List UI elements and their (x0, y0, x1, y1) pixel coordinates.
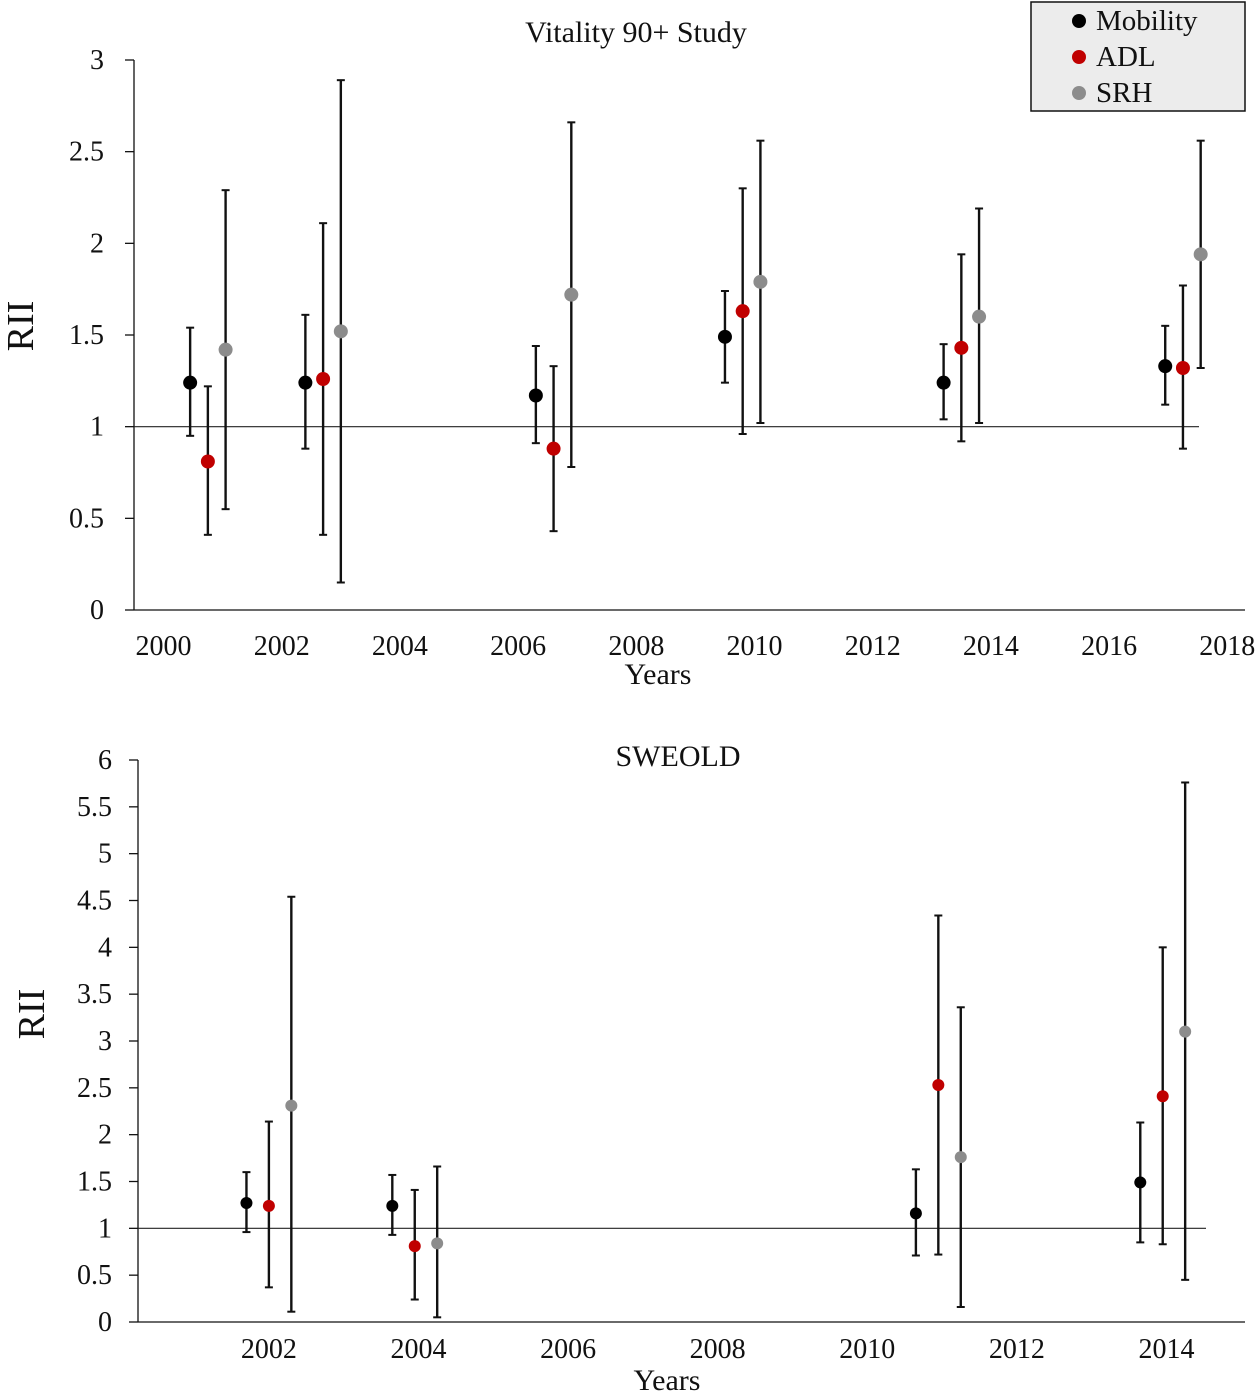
x-tick-label: 2012 (845, 631, 901, 662)
x-tick-label: 2006 (540, 1334, 596, 1365)
y-tick-label: 2 (90, 228, 104, 259)
plot-area: 0 0.5 1 1.5 2 2.5 3 3.5 4 4.5 5 5.5 6 2002 2004 2006 200… (77, 745, 1245, 1365)
x-tick-label: 2012 (989, 1334, 1045, 1365)
data-point-mobility (183, 375, 198, 390)
y-axis-title: RII (0, 301, 42, 352)
legend-label-mobility: Mobility (1096, 5, 1198, 37)
x-tick-label: 2004 (372, 631, 428, 662)
data-point-adl (954, 340, 969, 355)
data-point-mobility (1134, 1176, 1147, 1189)
y-tick-label: 0 (90, 595, 104, 626)
data-point-srh (753, 274, 768, 289)
x-tick-label: 2010 (839, 1334, 895, 1365)
data-point-srh (972, 309, 987, 324)
data-point-srh (218, 342, 233, 357)
data-point-adl (316, 372, 331, 386)
data-point-srh (1193, 247, 1208, 262)
data-point-mobility (386, 1199, 399, 1212)
x-tick-label: 2004 (390, 1334, 446, 1365)
data-point-mobility (936, 375, 951, 390)
legend-label-adl: ADL (1096, 41, 1156, 73)
data-point-mobility (528, 388, 543, 403)
legend-marker-srh (1072, 86, 1086, 100)
y-tick-label: 1.5 (69, 320, 104, 351)
data-point-mobility (298, 375, 313, 390)
legend-marker-mobility (1072, 14, 1086, 28)
x-tick-label: 2010 (727, 631, 783, 662)
data-point-adl (1175, 361, 1190, 375)
data-point-srh (333, 324, 348, 339)
data-point-mobility (717, 329, 732, 344)
y-tick-label: 3 (98, 1026, 112, 1057)
y-tick-label: 0.5 (69, 503, 104, 534)
x-tick-label: 2014 (963, 631, 1019, 662)
data-point-srh (431, 1237, 444, 1250)
data-point-adl (932, 1079, 945, 1092)
chart-vitality: Vitality 90+ Study Years RII 0 0.5 1 1.5 2 2.… (0, 16, 1255, 691)
data-point-mobility (240, 1197, 253, 1210)
x-tick-label: 2018 (1199, 631, 1255, 662)
data-point-srh (954, 1151, 967, 1164)
y-tick-label: 4 (98, 932, 112, 963)
data-point-adl (262, 1199, 275, 1212)
data-point-srh (285, 1099, 298, 1112)
x-tick-label: 2014 (1138, 1334, 1194, 1365)
data-point-srh (564, 287, 579, 302)
x-tick-label: 2000 (136, 631, 192, 662)
y-tick-label: 5 (98, 839, 112, 870)
data-point-mobility (909, 1207, 922, 1220)
data-point-srh (1179, 1025, 1192, 1038)
data-point-adl (1156, 1090, 1169, 1103)
y-tick-label: 5.5 (77, 792, 112, 823)
y-tick-label: 4.5 (77, 886, 112, 917)
legend-marker-adl (1072, 50, 1086, 64)
chart-title: SWEOLD (616, 740, 741, 773)
data-point-adl (408, 1240, 421, 1253)
x-tick-label: 2008 (690, 1334, 746, 1365)
y-tick-label: 2.5 (77, 1073, 112, 1104)
y-tick-label: 3 (90, 45, 104, 76)
x-tick-label: 2016 (1081, 631, 1137, 662)
data-point-adl (546, 441, 561, 456)
y-tick-label: 3.5 (77, 979, 112, 1010)
legend-label-srh: SRH (1096, 77, 1152, 109)
legend: Mobility ADL SRH (1030, 1, 1246, 112)
chart-sweold: SWEOLD Years RII 0 0.5 1 1.5 2 2.5 3 3.5 4 4.5 5 5.… (11, 740, 1245, 1396)
y-tick-label: 1 (98, 1213, 112, 1244)
x-tick-label: 2002 (254, 631, 310, 662)
x-axis-title: Years (625, 658, 692, 691)
data-point-mobility (1158, 359, 1173, 374)
x-tick-label: 2008 (608, 631, 664, 662)
y-tick-label: 0 (98, 1307, 112, 1338)
x-axis-title: Years (634, 1364, 701, 1396)
plot-area: 0 0.5 1 1.5 2 2.5 3 2000 2002 2004 2006 2008 2010 201… (69, 45, 1255, 662)
data-point-adl (735, 304, 750, 319)
x-tick-label: 2006 (490, 631, 546, 662)
data-point-adl (200, 454, 215, 469)
y-axis-title: RII (11, 989, 53, 1040)
y-tick-label: 2.5 (69, 137, 104, 168)
y-tick-label: 2 (98, 1120, 112, 1151)
legend-box (1030, 1, 1246, 112)
chart-title: Vitality 90+ Study (525, 16, 747, 49)
y-tick-label: 1 (90, 412, 104, 443)
y-tick-label: 6 (98, 745, 112, 776)
y-tick-label: 1.5 (77, 1167, 112, 1198)
x-tick-label: 2002 (241, 1334, 297, 1365)
y-tick-label: 0.5 (77, 1260, 112, 1291)
